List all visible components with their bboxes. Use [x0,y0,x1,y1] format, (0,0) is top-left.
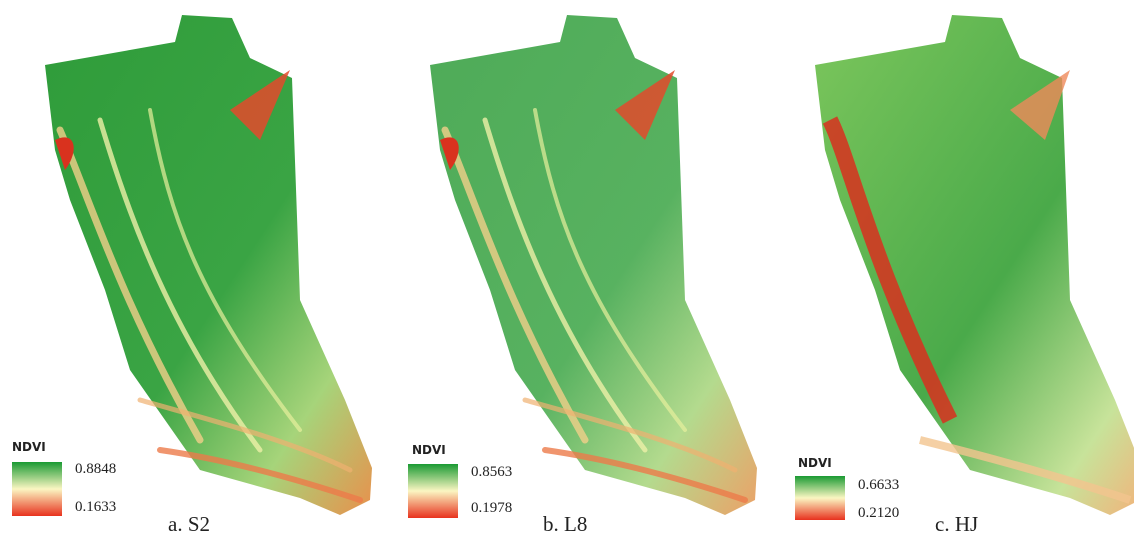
caption: a. S2 [168,512,210,536]
page: NDVI 0.8848 0.1633 a. S2 NDVI 0.8563 0.1… [0,0,1134,539]
legend-b: NDVI 0.8563 0.1978 [408,443,512,518]
map-a [45,15,372,515]
legend-ramp [408,464,458,518]
legend-max: 0.8848 [75,461,116,477]
caption: b. L8 [543,512,587,536]
legend-ramp [795,476,845,520]
legend-min: 0.1978 [471,500,512,516]
legend-min: 0.2120 [858,505,899,521]
legend-title: NDVI [12,440,46,454]
map-c [815,15,1134,515]
legend-min: 0.1633 [75,499,116,515]
legend-a: NDVI 0.8848 0.1633 [12,440,116,516]
legend-max: 0.8563 [471,464,512,480]
figure: NDVI 0.8848 0.1633 a. S2 NDVI 0.8563 0.1… [0,0,1134,539]
legend-title: NDVI [412,443,446,457]
legend-ramp [12,462,62,516]
legend-c: NDVI 0.6633 0.2120 [795,456,899,521]
legend-max: 0.6633 [858,477,899,493]
caption: c. HJ [935,512,978,536]
map-b [430,15,757,515]
legend-title: NDVI [798,456,832,470]
